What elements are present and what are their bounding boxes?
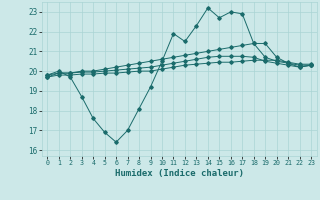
X-axis label: Humidex (Indice chaleur): Humidex (Indice chaleur) (115, 169, 244, 178)
